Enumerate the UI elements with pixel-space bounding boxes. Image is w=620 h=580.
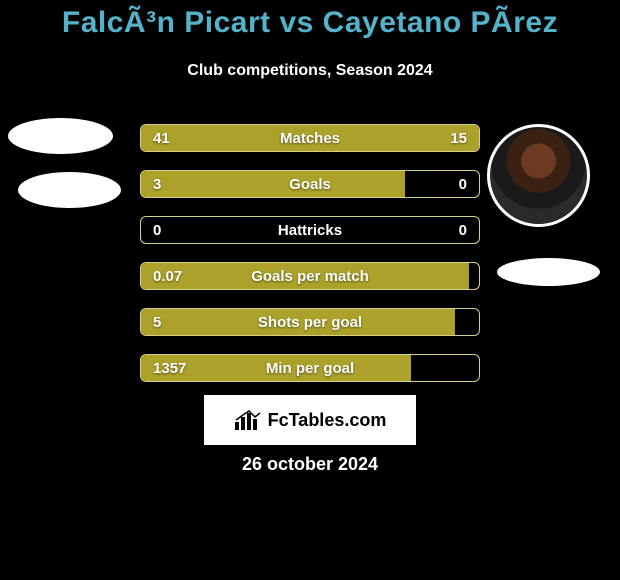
stat-value-right: 0 xyxy=(447,217,479,245)
stat-value-left: 1357 xyxy=(141,355,198,383)
stat-value-left: 3 xyxy=(141,171,173,199)
logo-bars-icon xyxy=(234,410,262,430)
stat-value-right: 15 xyxy=(438,125,479,153)
comparison-infographic: FalcÃ³n Picart vs Cayetano PÃrez Club co… xyxy=(0,0,620,580)
stat-row: 1357Min per goal xyxy=(140,354,480,382)
player-left-avatar-placeholder-2 xyxy=(18,172,121,208)
stat-bar-left xyxy=(141,309,455,335)
stat-value-right: 0 xyxy=(447,171,479,199)
stat-bars-container: 4115Matches30Goals00Hattricks0.07Goals p… xyxy=(140,124,480,400)
infographic-date: 26 october 2024 xyxy=(0,454,620,475)
fctables-logo: FcTables.com xyxy=(204,395,416,445)
stat-row: 4115Matches xyxy=(140,124,480,152)
logo-text: FcTables.com xyxy=(268,410,387,431)
player-right-placeholder xyxy=(497,258,600,286)
stat-value-left: 5 xyxy=(141,309,173,337)
stat-bar-left xyxy=(141,171,405,197)
player-right-avatar xyxy=(487,124,590,227)
stat-row: 5Shots per goal xyxy=(140,308,480,336)
subtitle: Club competitions, Season 2024 xyxy=(0,62,620,80)
stat-row: 0 0Hattricks xyxy=(140,216,480,244)
stat-row: 0.07Goals per match xyxy=(140,262,480,290)
stat-value-left: 0 xyxy=(141,217,173,245)
stat-label: Hattricks xyxy=(141,217,479,245)
player-left-avatar-placeholder-1 xyxy=(8,118,113,154)
stat-value-left: 41 xyxy=(141,125,182,153)
stat-row: 30Goals xyxy=(140,170,480,198)
page-title: FalcÃ³n Picart vs Cayetano PÃrez xyxy=(0,6,620,40)
stat-value-left: 0.07 xyxy=(141,263,194,291)
